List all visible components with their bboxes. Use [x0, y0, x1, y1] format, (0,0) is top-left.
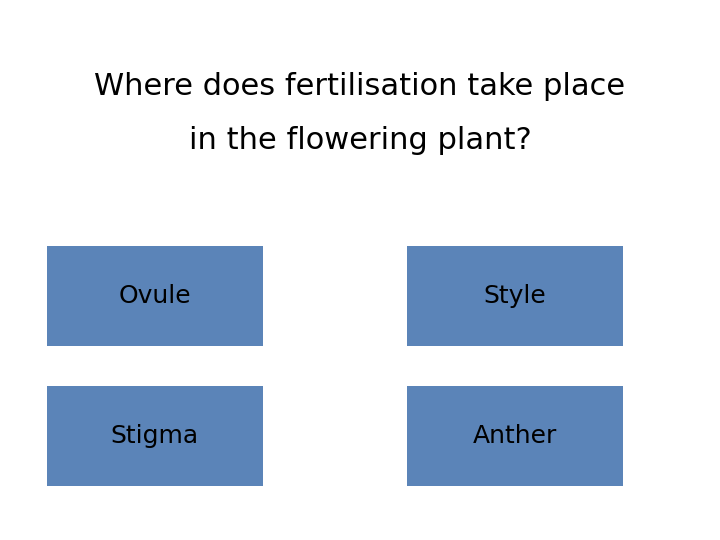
FancyBboxPatch shape — [47, 246, 263, 346]
Text: in the flowering plant?: in the flowering plant? — [189, 126, 531, 155]
Text: Ovule: Ovule — [119, 284, 191, 308]
FancyBboxPatch shape — [407, 246, 623, 346]
Text: Where does fertilisation take place: Where does fertilisation take place — [94, 72, 626, 101]
Text: Stigma: Stigma — [111, 424, 199, 448]
FancyBboxPatch shape — [47, 386, 263, 486]
Text: Style: Style — [483, 284, 546, 308]
FancyBboxPatch shape — [407, 386, 623, 486]
Text: Anther: Anther — [472, 424, 557, 448]
